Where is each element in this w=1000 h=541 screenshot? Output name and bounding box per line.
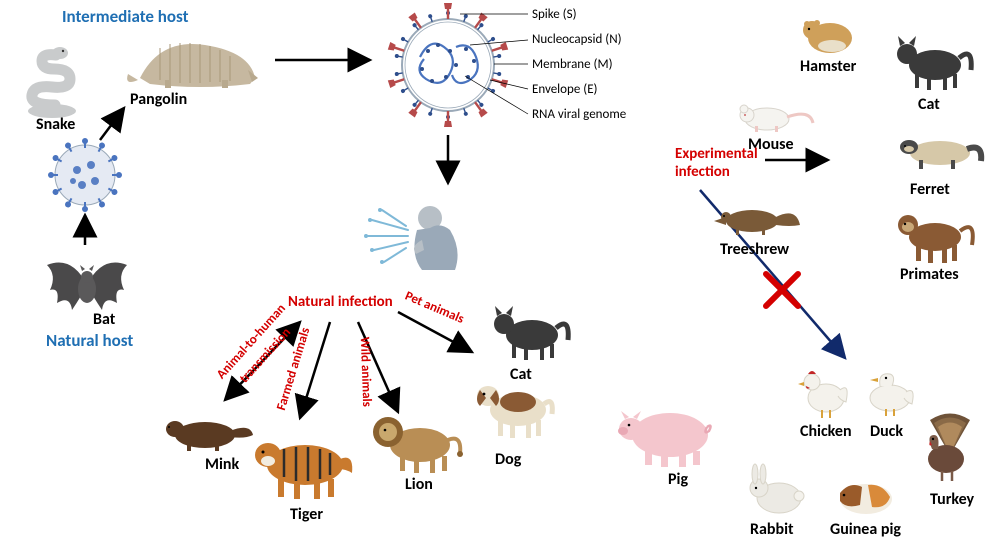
mouse-icon [740, 105, 813, 132]
label-cat-exp: Cat [918, 95, 940, 114]
label-virus-rna: RNA viral genome [532, 107, 626, 122]
label-chicken: Chicken [800, 422, 852, 441]
rabbit-icon [750, 464, 804, 513]
label-pig: Pig [668, 470, 688, 489]
lion-icon [373, 417, 463, 473]
label-mink: Mink [205, 455, 239, 474]
arrow-nat-mink [225, 322, 300, 400]
label-virus-membrane: Membrane (M) [532, 57, 613, 72]
hamster-icon [803, 20, 852, 53]
label-snake: Snake [36, 115, 75, 134]
arrow-virus-pangolin [100, 108, 124, 140]
turkey-icon [928, 414, 970, 482]
label-turkey: Turkey [930, 490, 974, 509]
mink-icon [166, 421, 253, 451]
label-duck: Duck [870, 422, 903, 441]
label-mouse: Mouse [748, 135, 794, 154]
label-primates: Primates [900, 265, 959, 284]
arrow-exp-nonsusc [700, 190, 845, 358]
label-lion: Lion [405, 475, 433, 494]
chicken-icon [798, 371, 847, 418]
label-treeshrew: Treeshrew [720, 240, 789, 259]
label-experimental-1: Experimental [675, 145, 758, 163]
label-natural-host: Natural host [46, 330, 133, 351]
label-intermediate-host: Intermediate host [62, 6, 189, 27]
label-pangolin: Pangolin [130, 90, 187, 109]
dog-icon [477, 386, 552, 438]
label-guineapig: Guinea pig [830, 520, 901, 539]
label-wild-animals: Wild animals [357, 337, 374, 408]
label-transmission: transmission [237, 325, 294, 386]
arrow-nat-tiger [300, 322, 330, 418]
label-experimental-2: infection [675, 163, 730, 181]
pig-icon [618, 411, 711, 467]
label-virus-nucleocapsid: Nucleocapsid (N) [532, 32, 622, 47]
arrow-nat-lion [358, 322, 398, 412]
label-pet-animals: Pet animals [403, 289, 466, 327]
label-hamster: Hamster [800, 57, 856, 76]
tiger-icon [255, 443, 352, 499]
label-virus-spike: Spike (S) [532, 7, 577, 22]
cat-natural-icon [494, 306, 568, 360]
virus-small-icon [48, 138, 122, 212]
virus-main-icon [388, 3, 508, 127]
pangolin-icon [127, 43, 258, 88]
label-natural-infection: Natural infection [288, 293, 393, 311]
primates-icon [898, 215, 973, 263]
ferret-icon [900, 140, 981, 169]
treeshrew-icon [714, 210, 800, 235]
diagram-stage: Animal-to-human transmission Farmed anim… [0, 0, 1000, 541]
snake-icon [28, 47, 76, 118]
label-farmed-animals: Farmed animals [274, 326, 313, 412]
label-dog: Dog [495, 450, 521, 469]
arrow-nat-pet [398, 312, 472, 352]
label-animal-to-human: Animal-to-human [214, 301, 289, 382]
label-bat: Bat [93, 310, 115, 329]
duck-icon [870, 374, 913, 416]
human-cough-icon [364, 206, 458, 270]
cat-exp-icon [897, 36, 971, 90]
x-mark-icon [766, 274, 798, 306]
guineapig-icon [840, 484, 892, 514]
label-cat-natural: Cat [510, 365, 532, 384]
label-rabbit: Rabbit [750, 520, 794, 539]
label-virus-envelope: Envelope (E) [532, 82, 597, 97]
label-tiger: Tiger [290, 505, 323, 524]
bat-icon [47, 263, 127, 311]
label-ferret: Ferret [910, 180, 950, 199]
